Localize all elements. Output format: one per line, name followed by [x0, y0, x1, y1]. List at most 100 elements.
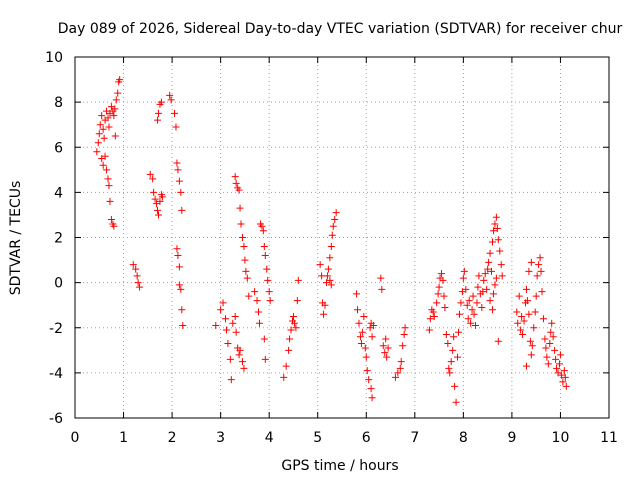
data-point — [486, 249, 494, 257]
data-point — [367, 385, 375, 393]
data-point — [455, 310, 463, 318]
data-point — [440, 292, 448, 300]
data-point — [379, 342, 387, 350]
data-point — [356, 333, 364, 341]
data-point — [491, 220, 499, 228]
y-tick-label: 6 — [54, 140, 63, 156]
data-point — [154, 116, 162, 124]
data-point — [219, 299, 227, 307]
data-point — [111, 105, 119, 113]
data-point — [493, 224, 501, 232]
x-axis-ticks: 0 1 2 3 4 5 6 7 8 9 10 11 — [71, 57, 618, 446]
data-point — [494, 337, 502, 345]
y-tick-label: 0 — [54, 276, 63, 292]
data-point — [488, 267, 496, 275]
data-point — [175, 281, 183, 289]
data-point — [294, 276, 302, 284]
data-point — [526, 337, 534, 345]
y-tick-label: -2 — [49, 321, 63, 337]
data-point — [96, 121, 104, 129]
y-tick-label: 8 — [54, 95, 63, 111]
data-point — [384, 344, 392, 352]
data-point — [353, 290, 361, 298]
data-point — [146, 170, 154, 178]
data-point — [112, 96, 120, 104]
data-point — [320, 310, 328, 318]
data-point — [100, 134, 108, 142]
data-point — [114, 89, 122, 97]
data-point — [513, 308, 521, 316]
data-point — [332, 209, 340, 217]
data-point — [238, 234, 246, 241]
data-point — [397, 358, 405, 366]
data-point — [293, 297, 301, 305]
data-point — [435, 283, 443, 291]
data-point — [434, 290, 442, 298]
data-point — [151, 195, 159, 203]
data-point — [166, 91, 174, 99]
data-point — [547, 328, 555, 336]
data-point — [489, 227, 497, 235]
data-point — [378, 285, 386, 293]
data-point — [156, 197, 164, 205]
data-point — [528, 342, 536, 350]
data-point — [221, 315, 229, 323]
data-point — [326, 276, 334, 284]
data-point — [280, 373, 288, 381]
data-point — [326, 254, 334, 262]
data-point — [167, 96, 175, 104]
data-point — [445, 364, 453, 372]
x-tick-label: 9 — [507, 430, 516, 446]
data-point — [174, 166, 182, 174]
data-point — [542, 344, 550, 352]
data-point — [457, 299, 465, 307]
data-point — [535, 261, 543, 269]
data-point — [368, 394, 376, 402]
data-point — [235, 351, 243, 359]
data-point — [240, 364, 248, 372]
data-point — [525, 310, 533, 318]
data-point — [546, 340, 554, 348]
data-point — [266, 297, 274, 305]
data-point — [235, 186, 243, 194]
data-point — [328, 231, 336, 239]
data-point — [354, 306, 362, 314]
data-point — [469, 292, 477, 300]
x-tick-label: 4 — [265, 430, 274, 446]
data-point — [465, 297, 473, 305]
data-point — [464, 315, 472, 323]
data-point — [174, 252, 182, 260]
data-point — [237, 220, 245, 228]
data-point — [481, 270, 489, 278]
data-point — [105, 123, 113, 131]
data-point — [217, 306, 225, 314]
x-axis-label: GPS time / hours — [281, 458, 398, 474]
data-point — [543, 353, 551, 361]
data-point — [514, 319, 522, 327]
data-point — [479, 288, 487, 296]
data-point — [491, 281, 499, 289]
data-point — [527, 351, 535, 359]
data-point — [518, 312, 526, 320]
data-point — [226, 355, 234, 363]
data-point — [522, 362, 530, 370]
data-point — [236, 204, 244, 212]
data-point — [475, 272, 483, 280]
data-point — [231, 312, 239, 320]
data-point — [368, 333, 376, 341]
data-point — [454, 353, 462, 361]
data-point — [282, 362, 290, 370]
data-point — [486, 297, 494, 305]
data-point — [360, 312, 368, 320]
data-point — [255, 319, 263, 327]
data-point — [531, 308, 539, 316]
y-tick-label: 4 — [54, 185, 63, 201]
data-point — [265, 288, 273, 296]
data-point — [240, 243, 248, 251]
data-point — [536, 254, 544, 262]
data-point — [394, 369, 402, 377]
data-point — [452, 398, 460, 406]
data-point — [327, 281, 335, 289]
x-tick-label: 6 — [362, 430, 371, 446]
data-point — [467, 319, 475, 327]
